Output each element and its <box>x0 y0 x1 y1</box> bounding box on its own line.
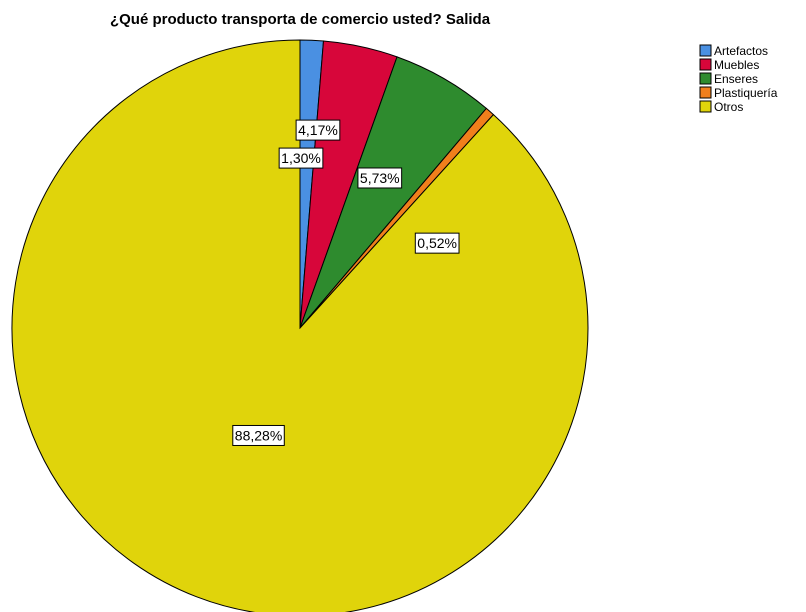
pie-data-labels: 1,30% 4,17% 5,73% 0,52% 88,28% <box>232 119 460 446</box>
pie-slices <box>11 39 589 612</box>
data-label-artefactos: 1,30% <box>278 147 324 169</box>
svg-text:1,30%: 1,30% <box>281 150 321 166</box>
legend-item-artefactos: Artefactos <box>699 44 768 58</box>
legend-item-otros: Otros <box>699 100 743 114</box>
legend-label: Otros <box>714 100 743 114</box>
legend-item-muebles: Muebles <box>699 58 759 72</box>
legend-label: Plastiquería <box>714 86 778 100</box>
data-label-enseres: 5,73% <box>357 167 403 189</box>
legend-swatch <box>699 100 712 113</box>
data-label-plastiquería: 0,52% <box>414 232 460 254</box>
chart-legend: ArtefactosMueblesEnseresPlastiqueríaOtro… <box>699 44 778 114</box>
svg-text:88,28%: 88,28% <box>235 427 282 443</box>
legend-swatch <box>699 86 712 99</box>
data-label-muebles: 4,17% <box>295 119 341 141</box>
svg-text:5,73%: 5,73% <box>360 170 400 186</box>
legend-swatch <box>699 44 712 57</box>
svg-text:4,17%: 4,17% <box>298 122 338 138</box>
legend-label: Enseres <box>714 72 758 86</box>
legend-label: Artefactos <box>714 44 768 58</box>
legend-swatch <box>699 58 712 71</box>
pie-slice-otros <box>11 39 589 612</box>
chart-title: ¿Qué producto transporta de comercio ust… <box>110 11 491 28</box>
legend-swatch <box>699 72 712 85</box>
svg-text:0,52%: 0,52% <box>417 235 457 251</box>
legend-item-enseres: Enseres <box>699 72 758 86</box>
legend-label: Muebles <box>714 58 759 72</box>
legend-item-plastiquería: Plastiquería <box>699 86 778 100</box>
data-label-otros: 88,28% <box>232 424 285 446</box>
